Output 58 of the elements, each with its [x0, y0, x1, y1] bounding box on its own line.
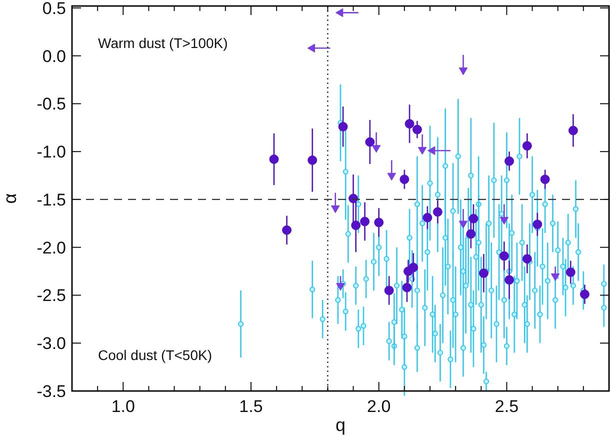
point [522, 141, 532, 151]
point [550, 273, 560, 282]
y-axis-title: α [0, 193, 20, 204]
x-tick-label: 1.5 [239, 397, 263, 416]
point [360, 216, 370, 226]
y-tick-label: 0.5 [42, 0, 66, 18]
y-tick-label: -1.5 [36, 190, 66, 210]
point [468, 214, 478, 224]
point [307, 44, 316, 53]
point [568, 126, 578, 136]
point [335, 8, 344, 18]
point [432, 207, 442, 217]
point [504, 156, 514, 166]
y-tick-label: -0.5 [36, 94, 66, 114]
point [308, 155, 318, 165]
point [387, 172, 396, 181]
point [540, 174, 550, 184]
point [338, 122, 348, 132]
point [384, 286, 394, 296]
point [365, 137, 375, 147]
point [580, 290, 590, 300]
x-tick-label: 2.0 [367, 397, 391, 416]
x-tick-label: 2.5 [494, 397, 519, 416]
point [374, 218, 384, 228]
y-tick-label: -2.5 [36, 286, 66, 306]
point [566, 268, 576, 277]
point [532, 220, 542, 230]
point [522, 254, 532, 264]
point [269, 154, 279, 164]
point [499, 251, 509, 261]
point [330, 205, 340, 214]
point [504, 275, 514, 285]
y-tick-label: -3.0 [36, 334, 66, 354]
point [408, 262, 418, 272]
point [458, 220, 468, 228]
point [478, 268, 488, 278]
point [418, 147, 427, 155]
point [458, 68, 468, 76]
y-tick-label: 0.0 [42, 46, 66, 66]
point [282, 225, 292, 235]
annotation: Warm dust (T>100K) [98, 35, 228, 51]
point [404, 119, 414, 129]
point [500, 216, 509, 225]
y-tick-label: -2.0 [36, 238, 66, 258]
point [372, 145, 381, 153]
point [402, 282, 412, 292]
point [466, 229, 476, 239]
point [428, 146, 436, 156]
point [336, 283, 345, 291]
y-tick-label: -1.0 [36, 142, 66, 162]
x-tick-label: 1.0 [111, 397, 135, 416]
annotation: Cool dust (T<50K) [98, 347, 212, 363]
y-tick-label: -3.5 [36, 382, 66, 401]
point [422, 212, 432, 222]
point [412, 124, 422, 134]
point [351, 220, 361, 230]
x-axis-title: q [335, 415, 346, 435]
point [400, 174, 410, 184]
